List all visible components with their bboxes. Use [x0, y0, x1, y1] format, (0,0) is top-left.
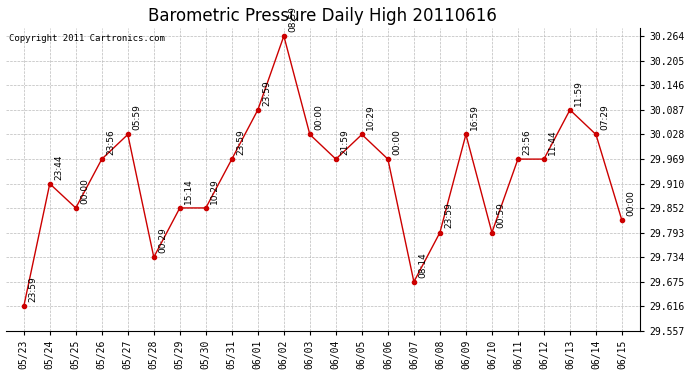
Text: 23:59: 23:59 [28, 276, 37, 302]
Text: 10:29: 10:29 [366, 105, 375, 130]
Text: 23:59: 23:59 [236, 129, 245, 155]
Text: 21:59: 21:59 [340, 129, 349, 155]
Text: 00:00: 00:00 [392, 129, 401, 155]
Text: 11:44: 11:44 [548, 129, 557, 155]
Text: 00:00: 00:00 [80, 178, 89, 204]
Text: 23:56: 23:56 [522, 129, 531, 155]
Text: 00:00: 00:00 [626, 190, 635, 216]
Text: 00:59: 00:59 [496, 202, 505, 228]
Text: 00:29: 00:29 [158, 227, 167, 253]
Text: 05:59: 05:59 [132, 105, 141, 130]
Text: 10:29: 10:29 [210, 178, 219, 204]
Text: 15:14: 15:14 [184, 178, 193, 204]
Title: Barometric Pressure Daily High 20110616: Barometric Pressure Daily High 20110616 [148, 7, 497, 25]
Text: 23:59: 23:59 [262, 80, 271, 106]
Text: Copyright 2011 Cartronics.com: Copyright 2011 Cartronics.com [9, 34, 165, 43]
Text: 16:59: 16:59 [470, 105, 479, 130]
Text: 00:00: 00:00 [314, 105, 323, 130]
Text: 08:14: 08:14 [418, 252, 427, 278]
Text: 08:59: 08:59 [288, 6, 297, 32]
Text: 07:29: 07:29 [600, 105, 609, 130]
Text: 23:44: 23:44 [54, 154, 63, 180]
Text: 23:59: 23:59 [444, 202, 453, 228]
Text: 23:56: 23:56 [106, 129, 115, 155]
Text: 11:59: 11:59 [574, 80, 583, 106]
